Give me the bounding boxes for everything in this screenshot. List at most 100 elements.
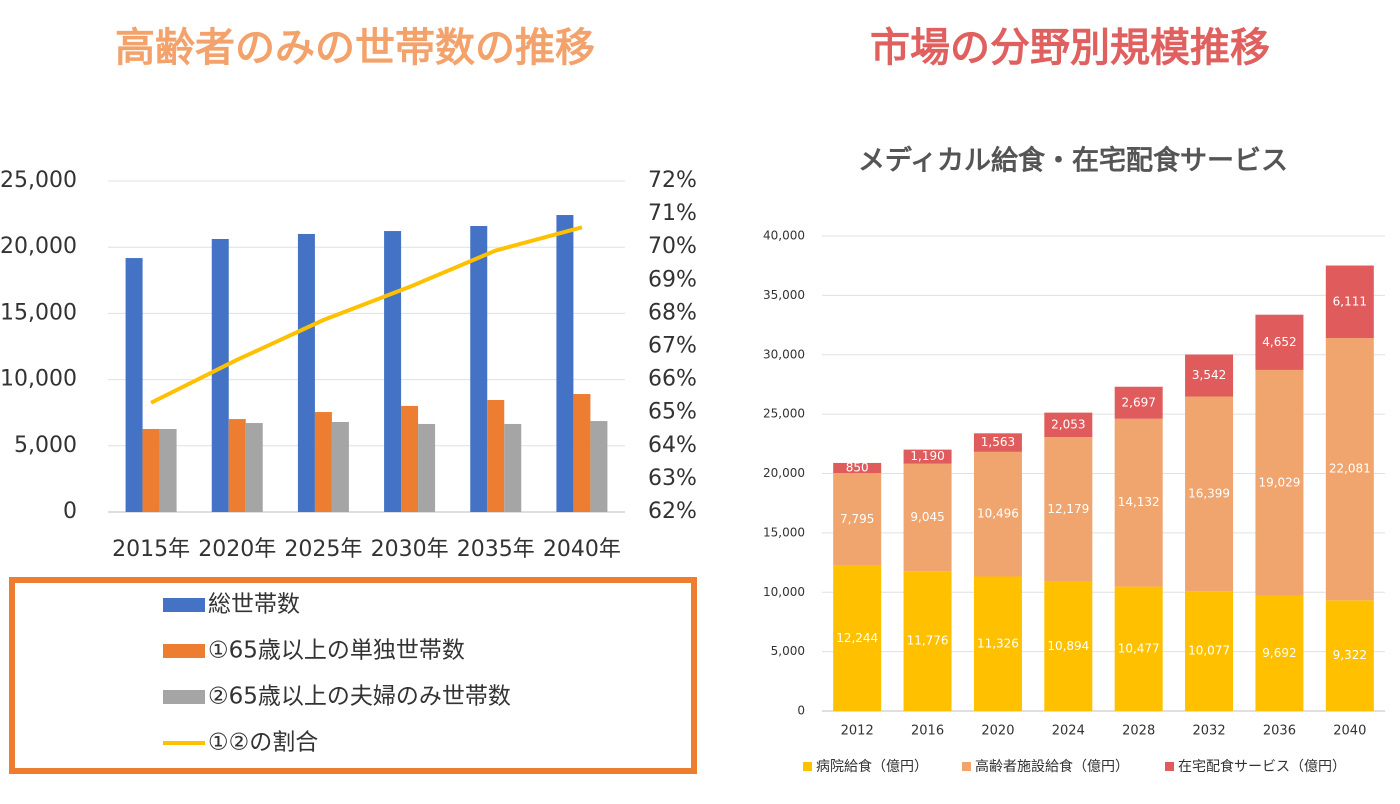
data-label: 1,563 xyxy=(981,435,1015,449)
y2-tick-label: 65% xyxy=(648,400,697,425)
data-label: 16,399 xyxy=(1188,486,1230,500)
bar xyxy=(470,226,488,513)
bar xyxy=(487,399,505,512)
y-tick-label: 5,000 xyxy=(771,644,805,658)
x-tick-label: 2016 xyxy=(911,724,944,739)
data-label: 4,652 xyxy=(1262,335,1296,349)
legend-swatch xyxy=(163,690,205,704)
bar-segment xyxy=(1044,581,1093,711)
bar xyxy=(228,419,246,512)
y-tick-label: 30,000 xyxy=(763,347,805,361)
bar-segment xyxy=(903,463,952,572)
bar xyxy=(314,412,332,512)
slide-heading: 市場の分野別規模推移 xyxy=(870,25,1270,71)
legend-label: 病院給食（億円） xyxy=(816,758,928,775)
x-tick-label: 2028 xyxy=(1122,724,1155,739)
y2-tick-label: 64% xyxy=(648,433,697,458)
y-tick-label: 25,000 xyxy=(0,168,77,193)
bar-segment xyxy=(1044,437,1093,582)
bar-segment xyxy=(833,462,882,474)
bar xyxy=(245,423,263,512)
legend-label: ①65歳以上の単独世帯数 xyxy=(208,638,465,664)
x-tick-label: 2020年 xyxy=(198,537,276,562)
bar xyxy=(384,231,402,513)
bar-segment xyxy=(903,571,952,711)
x-tick-label: 2025年 xyxy=(284,537,362,562)
data-label: 14,132 xyxy=(1118,495,1160,509)
y-tick-label: 20,000 xyxy=(0,234,77,259)
bar xyxy=(125,258,143,512)
legend-swatch xyxy=(163,598,205,612)
y-tick-label: 10,000 xyxy=(763,585,805,599)
bar-segment xyxy=(1114,586,1163,711)
x-tick-label: 2036 xyxy=(1263,724,1296,739)
data-label: 22,081 xyxy=(1329,462,1371,476)
x-tick-label: 2012 xyxy=(841,724,874,739)
y2-tick-label: 69% xyxy=(648,267,697,292)
data-label: 850 xyxy=(846,460,869,474)
x-tick-label: 2040 xyxy=(1333,724,1366,739)
bar-segment xyxy=(1185,396,1234,592)
x-tick-label: 2015年 xyxy=(112,537,190,562)
y2-tick-label: 71% xyxy=(648,201,697,226)
bar-segment xyxy=(1325,338,1374,601)
data-label: 12,179 xyxy=(1047,502,1089,516)
x-tick-label: 2030年 xyxy=(371,537,449,562)
data-label: 1,190 xyxy=(910,449,944,463)
data-label: 10,077 xyxy=(1188,644,1230,658)
bar-segment xyxy=(973,451,1022,577)
data-label: 12,244 xyxy=(836,631,878,645)
legend-label: 総世帯数 xyxy=(208,592,300,618)
bar xyxy=(573,394,591,512)
bar xyxy=(418,423,436,512)
bar-segment xyxy=(1325,600,1374,711)
y-tick-label: 40,000 xyxy=(763,229,805,243)
bar xyxy=(401,405,419,512)
bar xyxy=(590,421,608,512)
x-tick-label: 2032 xyxy=(1193,724,1226,739)
legend-label: ②65歳以上の夫婦のみ世帯数 xyxy=(208,684,511,710)
bar-segment xyxy=(1255,314,1304,370)
data-label: 6,111 xyxy=(1333,294,1367,308)
data-label: 10,477 xyxy=(1118,641,1160,655)
chart-title: メディカル給食・在宅配食サービス xyxy=(858,145,1288,177)
data-label: 11,776 xyxy=(907,634,949,648)
bar-segment xyxy=(1044,412,1093,438)
bar-segment xyxy=(1185,591,1234,711)
y-tick-label: 15,000 xyxy=(0,300,77,325)
y-tick-label: 25,000 xyxy=(763,407,805,421)
legend-label: 高齢者施設給食（億円） xyxy=(975,758,1129,775)
legend-label: ①②の割合 xyxy=(208,730,318,756)
data-label: 19,029 xyxy=(1258,475,1300,489)
bar-segment xyxy=(1325,265,1374,339)
y-tick-label: 35,000 xyxy=(763,288,805,302)
bar-segment xyxy=(1255,369,1304,596)
bar xyxy=(556,215,574,512)
legend-swatch xyxy=(962,762,971,771)
legend-label: 在宅配食サービス（億円） xyxy=(1178,758,1346,775)
x-tick-label: 2040年 xyxy=(543,537,621,562)
data-label: 2,697 xyxy=(1122,395,1156,409)
slide-heading: 高齢者のみの世帯数の推移 xyxy=(115,25,595,71)
bar-segment xyxy=(833,473,882,566)
bar xyxy=(331,421,349,512)
data-label: 10,496 xyxy=(977,507,1019,521)
x-tick-label: 2020 xyxy=(981,724,1014,739)
legend-swatch xyxy=(1165,762,1174,771)
bar-segment xyxy=(1185,354,1234,397)
bar xyxy=(159,428,177,512)
y2-tick-label: 70% xyxy=(648,234,697,259)
data-label: 10,894 xyxy=(1047,639,1089,653)
y2-tick-label: 62% xyxy=(648,499,697,524)
y-tick-label: 5,000 xyxy=(14,433,77,458)
data-label: 9,045 xyxy=(910,510,944,524)
bar xyxy=(142,428,160,512)
y2-tick-label: 68% xyxy=(648,300,697,325)
data-label: 7,795 xyxy=(840,512,874,526)
bar-segment xyxy=(1255,595,1304,711)
y2-tick-label: 66% xyxy=(648,367,697,392)
y-tick-label: 10,000 xyxy=(0,367,77,392)
data-label: 11,326 xyxy=(977,636,1019,650)
data-label: 3,542 xyxy=(1192,368,1226,382)
